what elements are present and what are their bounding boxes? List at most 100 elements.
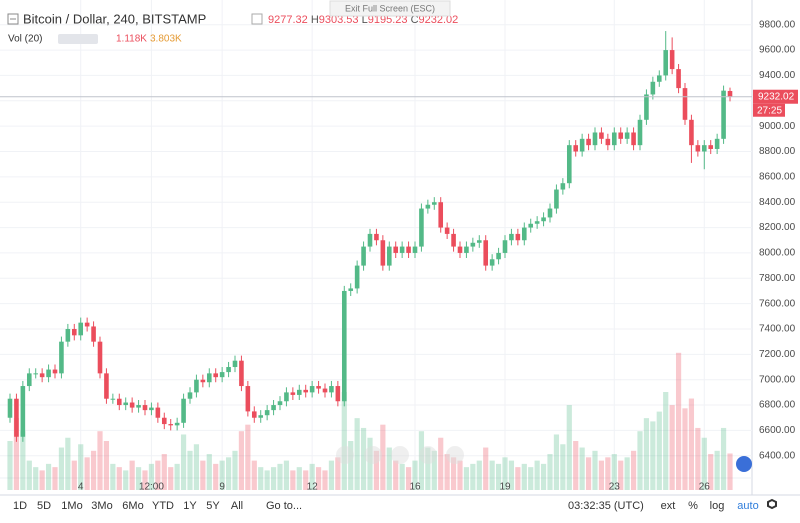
study-buttons[interactable] xyxy=(58,34,98,44)
candle-body xyxy=(618,132,624,139)
volume-bar xyxy=(540,463,547,490)
nav-reset[interactable] xyxy=(391,446,409,464)
range-button[interactable]: 1D xyxy=(13,500,27,512)
nav-buttons[interactable] xyxy=(336,446,464,464)
candle-body xyxy=(341,290,347,402)
volume-bar xyxy=(341,392,347,490)
candle-body xyxy=(26,373,32,387)
candle-body xyxy=(97,341,103,374)
scale-option[interactable]: % xyxy=(688,500,698,512)
range-button[interactable]: 5Y xyxy=(206,500,220,512)
goto-button[interactable]: Go to... xyxy=(266,500,302,512)
range-button[interactable]: YTD xyxy=(152,500,174,512)
volume-bar xyxy=(20,431,26,490)
candle-body xyxy=(309,386,315,393)
volume-bar xyxy=(463,467,470,490)
candle-body xyxy=(194,379,199,393)
candle-body xyxy=(624,132,630,139)
candle-body xyxy=(149,407,154,411)
fullscreen-hint-box[interactable] xyxy=(329,0,451,17)
x-tick-label: 16 xyxy=(409,482,421,493)
settings-gear[interactable] xyxy=(767,498,777,510)
candle-body xyxy=(534,221,540,224)
ohlc-letter: C xyxy=(411,14,419,26)
range-button[interactable]: 5D xyxy=(37,500,51,512)
candle-body xyxy=(637,119,643,146)
candle-body xyxy=(200,379,206,383)
notification-badge[interactable] xyxy=(736,456,752,472)
volume-bar xyxy=(33,467,39,490)
candle-body xyxy=(496,252,501,260)
volume-bar xyxy=(412,460,418,490)
candle-body xyxy=(644,94,649,120)
scale-option[interactable]: log xyxy=(710,500,725,512)
candle-body xyxy=(708,145,714,149)
collapse-icon[interactable] xyxy=(7,13,19,25)
volume-bar xyxy=(270,467,277,490)
nav-right[interactable] xyxy=(446,446,464,464)
candle-body xyxy=(682,88,688,120)
candle-body xyxy=(239,360,244,387)
range-button[interactable]: 3Mo xyxy=(91,500,112,512)
volume-bar xyxy=(103,441,110,490)
y-tick-label: 6600.00 xyxy=(759,425,796,436)
volume-bar xyxy=(611,454,617,490)
x-tick-label: 19 xyxy=(499,482,511,493)
close-value: 9232.02 xyxy=(419,14,459,26)
volume-bar xyxy=(489,460,495,490)
candle-body xyxy=(663,50,669,76)
candle-body xyxy=(547,208,553,218)
candle-body xyxy=(502,240,508,253)
candle-body xyxy=(33,373,39,375)
candle-body xyxy=(245,386,251,412)
candle-body xyxy=(206,373,212,383)
nav-left[interactable] xyxy=(336,446,354,464)
candle-body xyxy=(425,204,431,209)
range-button[interactable]: All xyxy=(231,500,243,512)
y-tick-label: 9600.00 xyxy=(759,45,796,56)
range-button[interactable]: 6Mo xyxy=(122,500,143,512)
volume-bar xyxy=(264,470,270,490)
volume-bar xyxy=(258,467,264,490)
candle-body xyxy=(284,392,289,402)
candle-body xyxy=(303,389,309,393)
scale-option[interactable]: auto xyxy=(737,500,758,512)
settings-icon[interactable] xyxy=(251,13,263,25)
volume-bar xyxy=(547,454,553,490)
nav-zoom-in[interactable] xyxy=(419,446,437,464)
volume-bar xyxy=(502,457,508,490)
y-tick-label: 6800.00 xyxy=(759,400,796,411)
candle-body xyxy=(232,360,238,368)
volume-bar xyxy=(303,470,309,490)
volume-bar xyxy=(431,450,437,490)
bottom-toolbar: 1D 5D 1Mo 3Mo 6Mo YTD 1Y 5Y All Go to... 03:32:35 … xyxy=(13,500,759,512)
candle-body xyxy=(592,132,598,146)
volume-bar xyxy=(669,405,675,490)
candle-body xyxy=(689,119,694,146)
volume-bar xyxy=(97,431,103,490)
volume-bar xyxy=(720,427,727,490)
nav-zoom-out[interactable] xyxy=(364,446,382,464)
candle-body xyxy=(322,388,328,393)
volume-bar xyxy=(476,460,482,490)
volume-bar xyxy=(528,467,534,490)
volume-bar xyxy=(52,467,58,490)
volume-bar xyxy=(245,424,251,490)
fullscreen-hint[interactable]: Exit Full Screen (ESC) xyxy=(345,3,435,13)
candle-body xyxy=(104,373,109,399)
range-button[interactable]: 1Y xyxy=(183,500,197,512)
candle-body xyxy=(84,322,90,327)
candle-body xyxy=(354,265,360,289)
scale-option[interactable]: ext xyxy=(661,500,676,512)
x-tick-label: 4 xyxy=(78,482,84,493)
y-tick-label: 7600.00 xyxy=(759,298,796,309)
x-tick-label: 12 xyxy=(307,482,319,493)
x-tick-label: 26 xyxy=(699,482,711,493)
range-button[interactable]: 1Mo xyxy=(61,500,82,512)
countdown-label: 27:25 xyxy=(757,105,782,116)
x-tick-label: 23 xyxy=(609,482,621,493)
axis-layer: 6400.00 6600.00 6800.00 7000.00 7200.00 7400.… xyxy=(0,19,798,493)
volume-bar xyxy=(328,460,335,490)
open-value: 9277.32 xyxy=(268,14,308,26)
